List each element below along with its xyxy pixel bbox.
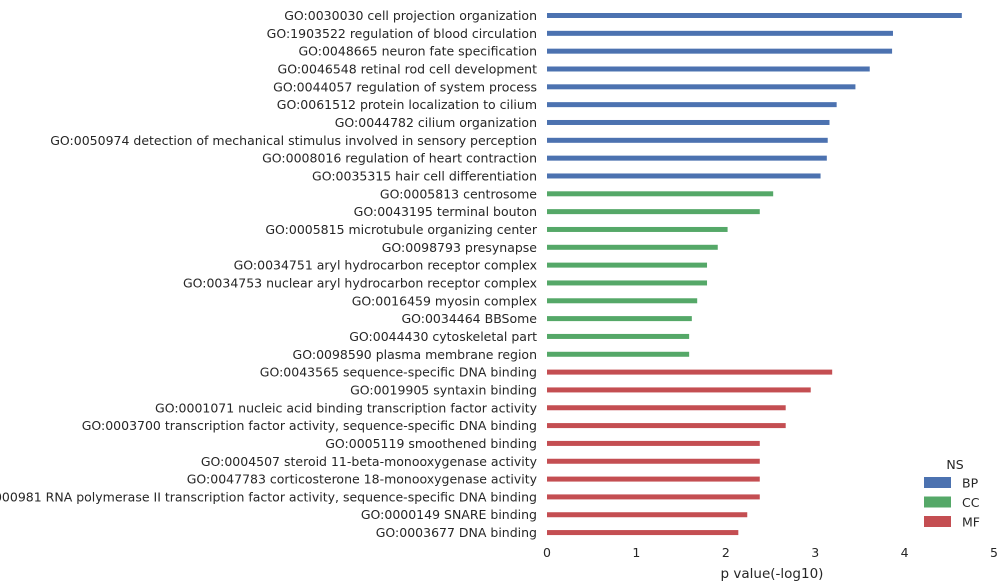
bar-4 xyxy=(547,66,870,72)
legend-swatch-bp xyxy=(924,477,951,488)
bars-layer xyxy=(547,13,962,536)
category-label-1: GO:0030030 cell projection organization xyxy=(284,8,537,23)
x-tick-label-4: 4 xyxy=(901,545,909,560)
bar-11 xyxy=(547,191,774,197)
bar-2 xyxy=(547,30,893,36)
category-label-21: GO:0043565 sequence-specific DNA binding xyxy=(260,365,537,380)
x-axis-ticks: 0 1 2 3 4 5 xyxy=(543,545,998,560)
legend-label-cc: CC xyxy=(962,495,980,510)
category-label-22: GO:0019905 syntaxin binding xyxy=(350,382,537,397)
bar-27 xyxy=(547,476,760,482)
category-label-20: GO:0098590 plasma membrane region xyxy=(293,347,537,362)
bar-22 xyxy=(547,387,811,393)
category-label-4: GO:0046548 retinal rod cell development xyxy=(278,61,538,76)
bar-29 xyxy=(547,512,748,518)
category-label-3: GO:0048665 neuron fate specification xyxy=(298,44,537,59)
bar-26 xyxy=(547,458,760,464)
bar-14 xyxy=(547,244,718,250)
legend-label-mf: MF xyxy=(962,515,980,530)
bar-1 xyxy=(547,13,962,18)
bar-28 xyxy=(547,494,760,500)
bar-25 xyxy=(547,440,760,446)
category-label-10: GO:0035315 hair cell differentiation xyxy=(312,168,537,183)
x-tick-label-0: 0 xyxy=(543,545,551,560)
legend-swatch-mf xyxy=(924,516,951,527)
legend: NS BP CC MF xyxy=(924,457,980,530)
bar-3 xyxy=(547,48,893,54)
bar-5 xyxy=(547,84,856,90)
bar-6 xyxy=(547,102,837,108)
x-tick-label-2: 2 xyxy=(722,545,730,560)
category-label-26: GO:0004507 steroid 11-beta-monooxygenase… xyxy=(201,454,538,469)
category-label-15: GO:0034751 aryl hydrocarbon receptor com… xyxy=(234,258,537,273)
category-label-24: GO:0003700 transcription factor activity… xyxy=(82,418,537,433)
x-tick-label-1: 1 xyxy=(632,545,640,560)
category-label-13: GO:0005815 microtubule organizing center xyxy=(265,222,538,237)
legend-label-bp: BP xyxy=(962,476,979,491)
bar-17 xyxy=(547,298,698,304)
category-label-18: GO:0034464 BBSome xyxy=(401,311,537,326)
bar-9 xyxy=(547,155,827,161)
category-label-7: GO:0044782 cilium organization xyxy=(335,115,537,130)
legend-swatch-cc xyxy=(924,496,951,508)
bar-24 xyxy=(547,423,786,429)
category-label-27: GO:0047783 corticosterone 18-monooxygena… xyxy=(187,472,538,487)
bar-7 xyxy=(547,119,830,125)
category-label-9: GO:0008016 regulation of heart contracti… xyxy=(262,151,537,166)
bar-8 xyxy=(547,137,828,143)
x-tick-label-3: 3 xyxy=(811,545,819,560)
legend-entries: BP CC MF xyxy=(924,476,980,530)
category-label-6: GO:0061512 protein localization to ciliu… xyxy=(277,97,537,112)
category-label-29: GO:0000149 SNARE binding xyxy=(361,507,537,522)
bar-12 xyxy=(547,209,760,215)
category-label-16: GO:0034753 nuclear aryl hydrocarbon rece… xyxy=(183,275,537,290)
category-label-17: GO:0016459 myosin complex xyxy=(352,293,537,308)
bar-21 xyxy=(547,369,833,375)
legend-title: NS xyxy=(946,457,963,472)
x-axis-title: p value(-log10) xyxy=(721,566,824,582)
bar-13 xyxy=(547,226,728,232)
category-labels: GO:0030030 cell projection organization G… xyxy=(0,8,538,540)
bar-23 xyxy=(547,405,786,411)
x-tick-label-5: 5 xyxy=(990,545,998,560)
bar-10 xyxy=(547,173,821,179)
category-label-30: GO:0003677 DNA binding xyxy=(376,525,537,540)
category-label-11: GO:0005813 centrosome xyxy=(380,186,537,201)
category-label-14: GO:0098793 presynapse xyxy=(382,240,538,255)
category-label-28: GO:0000981 RNA polymerase II transcripti… xyxy=(0,489,537,504)
bar-19 xyxy=(547,333,690,339)
category-label-12: GO:0043195 terminal bouton xyxy=(354,204,537,219)
bar-15 xyxy=(547,262,708,268)
bar-30 xyxy=(547,530,739,536)
bar-20 xyxy=(547,351,690,357)
bar-18 xyxy=(547,316,692,322)
bar-16 xyxy=(547,280,708,286)
category-label-2: GO:1903522 regulation of blood circulati… xyxy=(267,26,537,41)
category-label-23: GO:0001071 nucleic acid binding transcri… xyxy=(155,400,538,415)
category-label-19: GO:0044430 cytoskeletal part xyxy=(349,329,537,344)
category-label-25: GO:0005119 smoothened binding xyxy=(325,436,537,451)
category-label-8: GO:0050974 detection of mechanical stimu… xyxy=(50,133,537,148)
category-label-5: GO:0044057 regulation of system process xyxy=(273,79,537,94)
